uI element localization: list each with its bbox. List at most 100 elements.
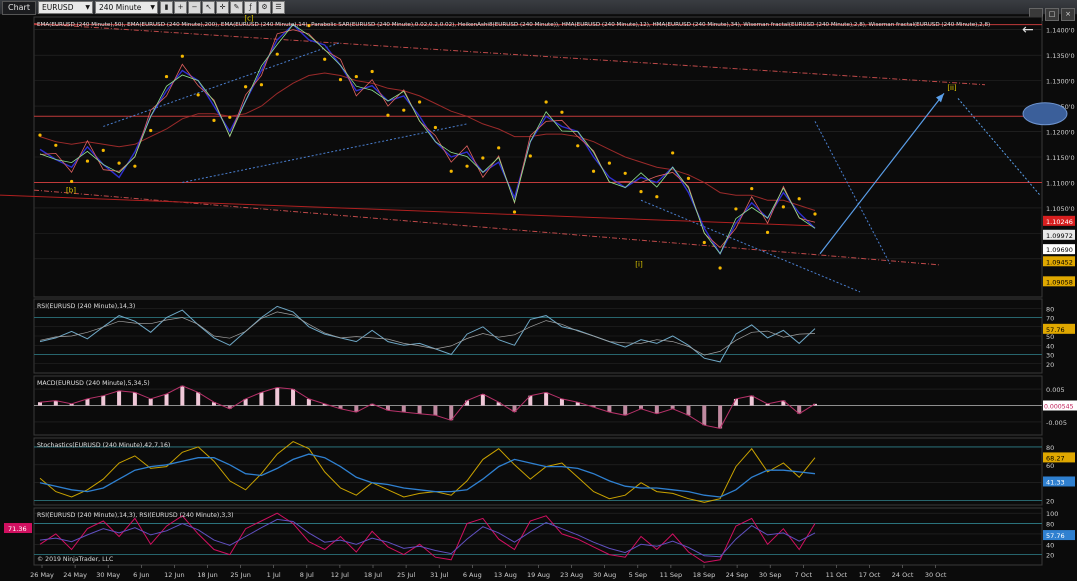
- y-tick-label: 20: [1046, 498, 1054, 506]
- x-tick-label: 30 Aug: [593, 571, 616, 579]
- y-tick-label: 1.1200'0: [1046, 129, 1075, 137]
- indicators-icon[interactable]: ƒ: [244, 1, 257, 14]
- drawing-tools-icon[interactable]: ✎: [230, 1, 243, 14]
- x-tick-label: 7 Oct: [795, 571, 813, 579]
- x-tick-label: 12 Jul: [331, 571, 349, 579]
- maximize-icon[interactable]: □: [1045, 8, 1059, 21]
- sar-dot: [576, 144, 580, 148]
- macd-bar: [101, 395, 106, 406]
- y-tick-label: 1.1300'0: [1046, 78, 1075, 86]
- y-tick-label: 20: [1046, 361, 1054, 369]
- macd-bar: [528, 395, 533, 406]
- price-tag-label: 1.10246: [1046, 218, 1073, 226]
- y-tick-label: 80: [1046, 521, 1054, 529]
- x-tick-label: 11 Sep: [660, 571, 683, 579]
- x-tick-label: 24 May: [63, 571, 87, 579]
- x-tick-label: 18 Jun: [197, 571, 218, 579]
- close-icon[interactable]: ×: [1061, 8, 1075, 21]
- sar-dot: [797, 197, 801, 201]
- bar-type-icon[interactable]: ▮: [160, 1, 173, 14]
- y-tick-label: 40: [1046, 541, 1054, 549]
- macd-bar: [85, 398, 90, 406]
- macd-bar: [670, 405, 675, 409]
- macd-bar: [275, 387, 280, 406]
- crosshair-icon[interactable]: ✛: [216, 1, 229, 14]
- panel-title-rsi2: RSI(EURUSD (240 Minute),14,3), RSI(EURUS…: [37, 512, 234, 519]
- macd-bar: [227, 405, 232, 409]
- chart-area[interactable]: 1.1400'01.1350'01.1300'01.1250'01.1200'0…: [0, 15, 1077, 581]
- macd-bar: [607, 405, 612, 413]
- sar-dot: [765, 230, 770, 234]
- chart-tab[interactable]: Chart: [2, 1, 36, 15]
- macd-bar: [512, 405, 517, 413]
- panel-stochastics: [33, 437, 1043, 506]
- y-tick-label: 80: [1046, 305, 1054, 313]
- rsi2-fast-line: [39, 512, 816, 563]
- macd-bar: [338, 405, 343, 409]
- macd-bar: [433, 405, 438, 416]
- rsi2-marker-tag: [4, 523, 32, 534]
- y-tick-label: 1.1150'0: [1046, 154, 1075, 162]
- macd-bar: [797, 405, 802, 414]
- ema-guide-line: [0, 194, 813, 227]
- projection-arrow: [819, 92, 945, 255]
- macd-bar: [733, 398, 738, 406]
- zoom-in-icon[interactable]: +: [174, 1, 187, 14]
- price-tag-label: 1.09972: [1046, 232, 1073, 240]
- x-tick-label: 6 Jun: [133, 571, 149, 579]
- zoom-out-icon[interactable]: −: [188, 1, 201, 14]
- y-tick-label: 100: [1046, 510, 1058, 518]
- sar-dot: [370, 69, 374, 74]
- x-tick-label: 30 May: [96, 571, 120, 579]
- pointer-icon[interactable]: ↖: [202, 1, 215, 14]
- macd-bar: [259, 392, 264, 406]
- y-tick-label: 30: [1046, 352, 1054, 360]
- sar-dot: [671, 151, 675, 155]
- x-tick-label: 5 Sep: [629, 571, 647, 579]
- macd-bar: [164, 394, 169, 406]
- panel-title-stochastics: Stochastics(EURUSD (240 Minute),42,7,16): [37, 442, 170, 449]
- x-tick-label: 23 Aug: [560, 571, 583, 579]
- sar-dot: [750, 186, 754, 191]
- price-tag-label: 1.09058: [1046, 278, 1073, 286]
- stoch-value-tag: [1043, 452, 1075, 463]
- sar-dot: [417, 100, 422, 104]
- sar-dot: [591, 169, 596, 173]
- x-tick-label: 19 Aug: [527, 571, 550, 579]
- rsi-value-tag: [1043, 323, 1075, 334]
- sar-dot: [449, 169, 453, 173]
- sar-dot: [386, 113, 390, 117]
- macd-bar: [370, 403, 375, 406]
- sar-dot: [481, 156, 485, 160]
- macd-bar: [749, 395, 754, 406]
- y-tick-label: 40: [1046, 342, 1054, 350]
- sar-dot: [623, 171, 627, 175]
- instrument-selector[interactable]: EURUSD ▼: [38, 1, 93, 14]
- heiken-ashi-line: [39, 24, 816, 255]
- x-tick-label: 30 Oct: [925, 571, 947, 579]
- macd-bar: [401, 405, 406, 413]
- sar-dot: [465, 164, 469, 168]
- sar-dot: [85, 159, 90, 163]
- y-tick-label: 80: [1046, 444, 1054, 452]
- y-tick-label: 0.005: [1046, 386, 1065, 394]
- strategies-icon[interactable]: ⚙: [258, 1, 271, 14]
- interval-selector[interactable]: 240 Minute ▼: [95, 1, 158, 14]
- macd-bar: [449, 405, 454, 421]
- price-tag: [1043, 244, 1075, 255]
- properties-icon[interactable]: ☰: [272, 1, 285, 14]
- sar-dot: [149, 128, 153, 133]
- macd-bar: [117, 390, 122, 406]
- macd-bar: [148, 398, 153, 406]
- wave-label: [ii]: [947, 84, 957, 92]
- x-tick-label: 8 Jul: [300, 571, 314, 579]
- macd-bar: [765, 403, 770, 406]
- sar-dot: [813, 212, 817, 216]
- rsi2-value-label: 57.76: [1046, 532, 1065, 540]
- sar-dot: [639, 190, 643, 194]
- stoch-value-label: 41.33: [1046, 478, 1065, 486]
- macd-bar: [718, 405, 723, 429]
- macd-bar: [132, 392, 137, 406]
- sar-dot: [38, 133, 42, 137]
- macd-bar: [559, 398, 564, 406]
